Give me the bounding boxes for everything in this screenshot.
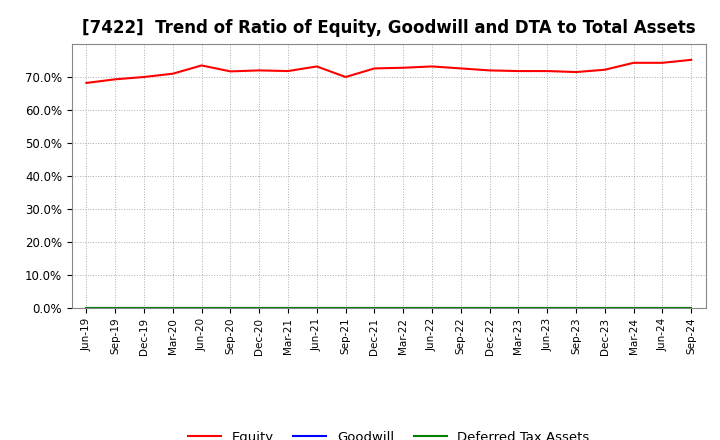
Line: Equity: Equity xyxy=(86,60,691,83)
Goodwill xyxy=(82,305,91,311)
Deferred Tax Assets xyxy=(226,305,235,311)
Goodwill xyxy=(341,305,350,311)
Deferred Tax Assets xyxy=(284,305,292,311)
Goodwill xyxy=(600,305,609,311)
Goodwill xyxy=(140,305,148,311)
Deferred Tax Assets xyxy=(341,305,350,311)
Goodwill xyxy=(168,305,177,311)
Deferred Tax Assets xyxy=(687,305,696,311)
Equity xyxy=(370,66,379,71)
Goodwill xyxy=(197,305,206,311)
Deferred Tax Assets xyxy=(140,305,148,311)
Title: [7422]  Trend of Ratio of Equity, Goodwill and DTA to Total Assets: [7422] Trend of Ratio of Equity, Goodwil… xyxy=(82,19,696,37)
Goodwill xyxy=(226,305,235,311)
Deferred Tax Assets xyxy=(543,305,552,311)
Equity xyxy=(543,68,552,73)
Deferred Tax Assets xyxy=(658,305,667,311)
Equity xyxy=(82,80,91,85)
Goodwill xyxy=(255,305,264,311)
Equity xyxy=(255,68,264,73)
Equity xyxy=(600,67,609,73)
Equity xyxy=(514,68,523,73)
Equity xyxy=(629,60,638,66)
Equity xyxy=(197,63,206,68)
Equity xyxy=(485,68,494,73)
Goodwill xyxy=(543,305,552,311)
Equity xyxy=(399,65,408,70)
Equity xyxy=(428,64,436,69)
Goodwill xyxy=(370,305,379,311)
Deferred Tax Assets xyxy=(168,305,177,311)
Deferred Tax Assets xyxy=(255,305,264,311)
Goodwill xyxy=(658,305,667,311)
Deferred Tax Assets xyxy=(572,305,580,311)
Equity xyxy=(111,77,120,82)
Equity xyxy=(456,66,465,71)
Deferred Tax Assets xyxy=(111,305,120,311)
Goodwill xyxy=(514,305,523,311)
Deferred Tax Assets xyxy=(600,305,609,311)
Deferred Tax Assets xyxy=(399,305,408,311)
Goodwill xyxy=(399,305,408,311)
Deferred Tax Assets xyxy=(514,305,523,311)
Goodwill xyxy=(572,305,580,311)
Legend: Equity, Goodwill, Deferred Tax Assets: Equity, Goodwill, Deferred Tax Assets xyxy=(183,425,595,440)
Deferred Tax Assets xyxy=(82,305,91,311)
Equity xyxy=(284,68,292,73)
Goodwill xyxy=(687,305,696,311)
Equity xyxy=(658,60,667,66)
Deferred Tax Assets xyxy=(485,305,494,311)
Equity xyxy=(140,74,148,80)
Goodwill xyxy=(111,305,120,311)
Equity xyxy=(687,57,696,62)
Deferred Tax Assets xyxy=(197,305,206,311)
Equity xyxy=(312,64,321,69)
Equity xyxy=(168,71,177,76)
Deferred Tax Assets xyxy=(428,305,436,311)
Deferred Tax Assets xyxy=(370,305,379,311)
Goodwill xyxy=(629,305,638,311)
Goodwill xyxy=(485,305,494,311)
Deferred Tax Assets xyxy=(456,305,465,311)
Deferred Tax Assets xyxy=(312,305,321,311)
Goodwill xyxy=(456,305,465,311)
Equity xyxy=(572,70,580,75)
Goodwill xyxy=(312,305,321,311)
Goodwill xyxy=(284,305,292,311)
Deferred Tax Assets xyxy=(629,305,638,311)
Equity xyxy=(226,69,235,74)
Equity xyxy=(341,74,350,80)
Goodwill xyxy=(428,305,436,311)
